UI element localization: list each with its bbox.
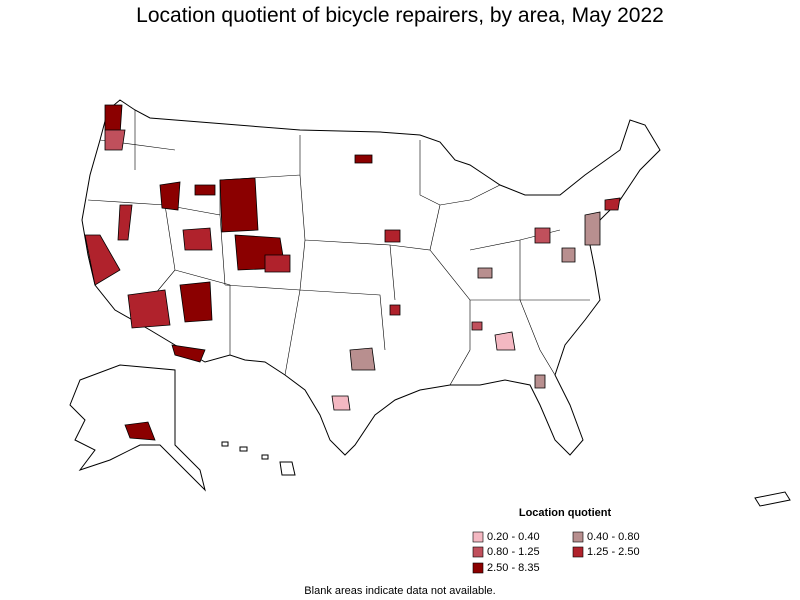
area bbox=[534, 227, 551, 244]
area bbox=[159, 181, 181, 211]
puerto-rico bbox=[754, 491, 791, 507]
area bbox=[264, 254, 291, 273]
legend-title: Location quotient bbox=[519, 507, 612, 519]
area bbox=[219, 177, 259, 233]
area bbox=[127, 289, 171, 329]
legend: 0.20 - 0.40 0.40 - 0.80 0.80 - 1.25 1.25 - … bbox=[472, 531, 640, 574]
legend-swatch bbox=[472, 531, 484, 543]
legend-swatch bbox=[572, 531, 584, 543]
area bbox=[171, 344, 206, 363]
area bbox=[179, 281, 213, 323]
legend-swatch bbox=[572, 546, 584, 558]
area bbox=[477, 267, 493, 279]
legend-label: 0.80 - 1.25 bbox=[487, 546, 540, 558]
area bbox=[561, 247, 576, 263]
internal-borders bbox=[87, 110, 590, 386]
legend-label: 0.20 - 0.40 bbox=[487, 531, 540, 543]
area bbox=[471, 321, 483, 331]
area bbox=[117, 204, 133, 241]
area bbox=[349, 347, 376, 371]
map bbox=[69, 99, 791, 507]
area bbox=[104, 129, 126, 151]
area bbox=[384, 229, 401, 243]
area bbox=[124, 421, 156, 441]
hawaii bbox=[221, 441, 296, 476]
map-title: Location quotient of bicycle repairers, … bbox=[136, 4, 664, 27]
area bbox=[534, 374, 546, 389]
area bbox=[604, 197, 621, 211]
legend-label: 0.40 - 0.80 bbox=[587, 531, 640, 543]
area bbox=[584, 211, 601, 246]
area bbox=[182, 227, 213, 251]
legend-swatch bbox=[472, 546, 484, 558]
footnote: Blank areas indicate data not available. bbox=[304, 585, 495, 597]
area bbox=[494, 331, 516, 351]
area bbox=[354, 154, 373, 164]
area bbox=[194, 184, 216, 196]
area bbox=[84, 234, 121, 286]
legend-label: 2.50 - 8.35 bbox=[487, 562, 540, 574]
legend-label: 1.25 - 2.50 bbox=[587, 546, 640, 558]
area bbox=[389, 304, 401, 316]
area bbox=[331, 395, 351, 411]
legend-swatch bbox=[472, 562, 484, 574]
